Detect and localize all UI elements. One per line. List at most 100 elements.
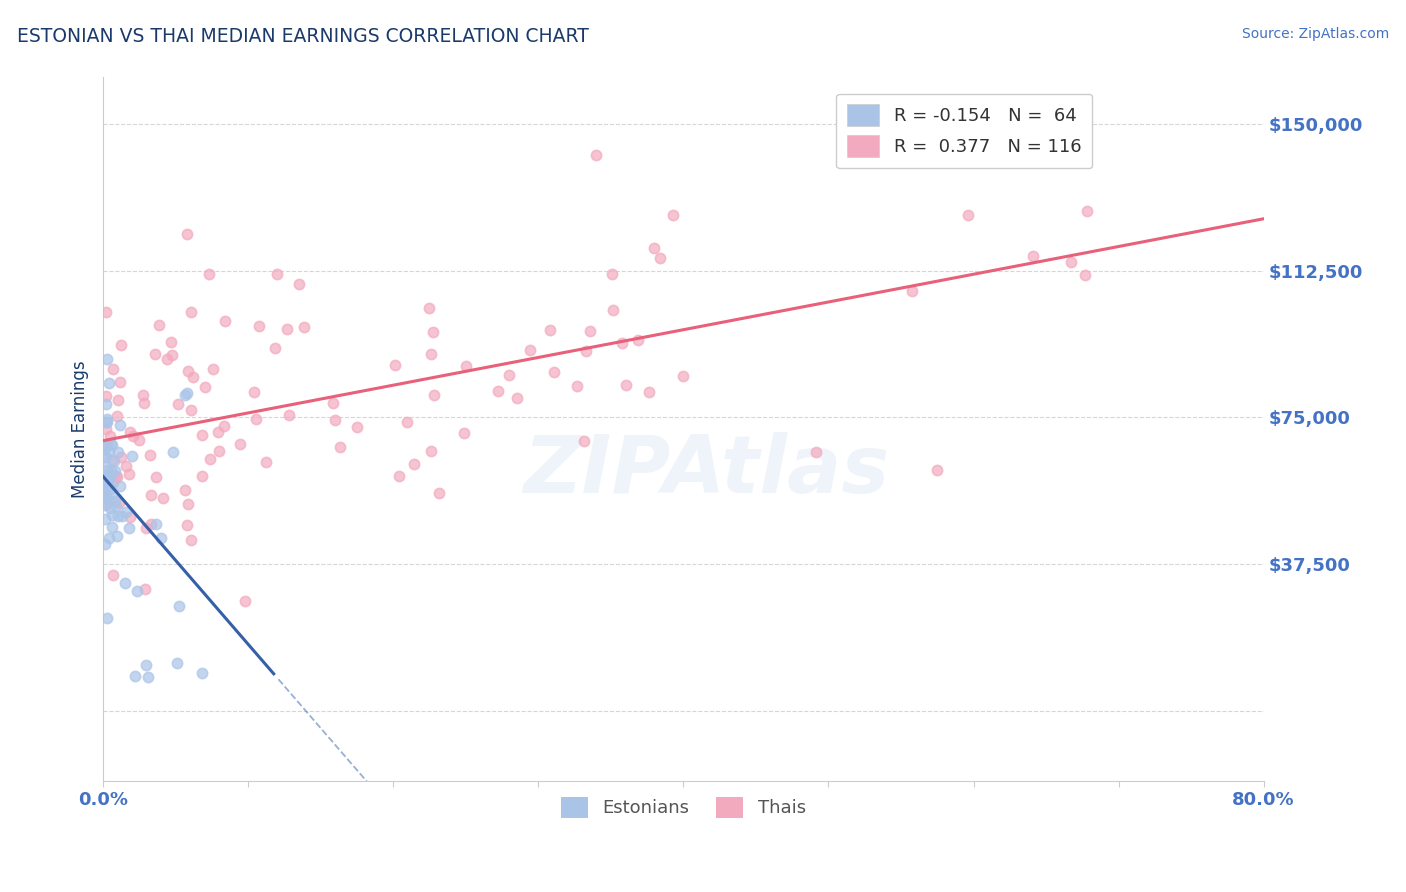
Point (124, 669, 146, 683)
Point (115, 505, 138, 519)
Point (167, 599, 190, 614)
Point (543, 365, 565, 379)
Point (214, 314, 236, 328)
Point (152, 491, 174, 505)
Point (166, 656, 188, 670)
Point (97, 376, 120, 390)
Legend: Estonians, Thais: Estonians, Thais (554, 789, 813, 825)
Point (96, 397, 118, 411)
Point (100, 501, 122, 516)
Point (177, 364, 200, 378)
Point (145, 516, 167, 531)
Point (93, 471, 115, 485)
Point (94, 537, 117, 551)
Point (247, 318, 270, 333)
Point (614, 377, 637, 392)
Point (323, 413, 346, 427)
Point (198, 268, 221, 282)
Point (93, 458, 115, 473)
Point (148, 318, 170, 332)
Point (575, 343, 598, 358)
Point (927, 463, 949, 477)
Point (104, 464, 127, 478)
Point (427, 485, 450, 500)
Point (110, 337, 132, 351)
Point (111, 509, 134, 524)
Point (96, 497, 118, 511)
Point (585, 148, 607, 162)
Point (97, 478, 120, 492)
Point (627, 333, 650, 347)
Point (1021, 249, 1043, 263)
Point (94, 415, 117, 429)
Point (176, 385, 198, 400)
Point (180, 403, 202, 417)
Point (122, 428, 145, 442)
Point (94, 422, 117, 436)
Point (420, 347, 443, 361)
Point (105, 470, 128, 484)
Point (191, 468, 214, 483)
Point (418, 301, 440, 315)
Point (167, 397, 190, 411)
Point (105, 469, 128, 483)
Point (287, 277, 309, 291)
Point (264, 341, 287, 355)
Point (150, 531, 173, 545)
Point (160, 334, 183, 349)
Point (454, 359, 477, 374)
Point (419, 444, 441, 458)
Point (453, 425, 475, 440)
Point (191, 665, 214, 680)
Point (322, 396, 344, 410)
Point (101, 362, 124, 376)
Y-axis label: Median Earnings: Median Earnings (72, 360, 89, 498)
Point (110, 479, 132, 493)
Point (114, 576, 136, 591)
Point (208, 443, 231, 458)
Point (506, 391, 529, 405)
Point (94, 475, 117, 489)
Point (278, 408, 301, 422)
Point (600, 268, 623, 282)
Point (98, 467, 121, 482)
Point (139, 517, 162, 532)
Point (101, 475, 124, 490)
Point (956, 208, 979, 222)
Point (138, 448, 160, 462)
Point (579, 324, 602, 338)
Point (100, 429, 122, 443)
Point (233, 594, 256, 608)
Point (266, 268, 288, 282)
Point (245, 412, 267, 426)
Point (118, 467, 141, 481)
Point (93, 448, 115, 462)
Point (103, 454, 125, 468)
Point (118, 521, 141, 535)
Point (572, 434, 595, 449)
Point (100, 483, 122, 497)
Point (292, 319, 315, 334)
Point (136, 670, 159, 684)
Point (94, 485, 117, 500)
Point (94, 305, 117, 319)
Point (404, 457, 426, 471)
Point (143, 346, 166, 360)
Point (93, 481, 115, 495)
Text: ZIPAtlas: ZIPAtlas (523, 433, 890, 510)
Point (128, 433, 150, 447)
Point (94, 490, 117, 504)
Point (98, 444, 121, 458)
Point (346, 419, 368, 434)
Point (1059, 255, 1081, 269)
Text: ESTONIAN VS THAI MEDIAN EARNINGS CORRELATION CHART: ESTONIAN VS THAI MEDIAN EARNINGS CORRELA… (17, 27, 589, 45)
Point (1074, 268, 1097, 283)
Point (173, 388, 195, 402)
Point (610, 336, 633, 351)
Point (145, 470, 167, 484)
Point (107, 444, 129, 458)
Point (329, 440, 352, 454)
Point (108, 375, 131, 389)
Point (384, 358, 406, 372)
Point (96, 416, 118, 430)
